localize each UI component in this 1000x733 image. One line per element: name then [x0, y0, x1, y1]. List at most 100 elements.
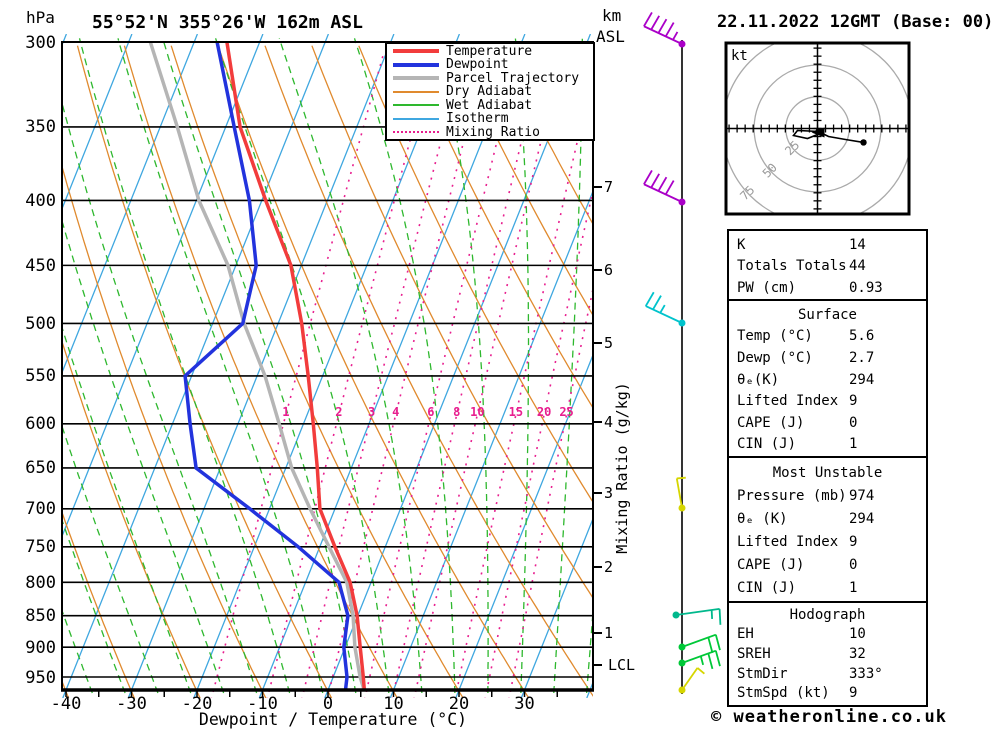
indices-row-label: CIN (J) — [737, 580, 797, 596]
indices-section: Surface Temp (°C) 5.6 Dewp (°C) 2.7 θₑ(K) 294 L… — [727, 299, 928, 460]
indices-row-value: 333° — [849, 665, 883, 682]
indices-row-label: θₑ (K) — [737, 511, 788, 527]
indices-section: K 14 Totals Totals 44 PW (cm) 0.93 — [727, 229, 928, 303]
indices-row: θₑ(K) 294 — [729, 372, 926, 388]
x-axis-title: Dewpoint / Temperature (°C) — [198, 710, 468, 729]
indices-row-label: Dewp (°C) — [737, 349, 813, 366]
legend-line-sample — [393, 117, 439, 120]
legend-line-sample — [393, 62, 439, 67]
dewpoint-curve — [183, 41, 350, 692]
indices-row: Dewp (°C) 2.7 — [729, 350, 926, 366]
indices-row: CIN (J) 1 — [729, 436, 926, 452]
storm-motion-arrow — [811, 127, 825, 138]
indices-row-value: 44 — [849, 258, 866, 274]
parcel-trajectory-curve — [148, 41, 367, 692]
legend-label: Isotherm — [446, 111, 509, 126]
hodograph-unit: kt — [731, 48, 748, 64]
indices-row-value: 9 — [849, 393, 858, 410]
legend-label: Dewpoint — [446, 57, 509, 72]
indices-row: CIN (J) 1 — [729, 580, 926, 596]
mixing-ratio-value-label: 1 — [282, 405, 290, 419]
copyright: © weatheronline.co.uk — [711, 707, 947, 727]
indices-row: K 14 — [729, 237, 926, 253]
wind-barb — [672, 607, 722, 625]
wind-barb — [643, 169, 686, 206]
indices-row-label: CIN (J) — [737, 436, 797, 453]
indices-row: Pressure (mb) 974 — [729, 488, 926, 504]
wind-barb — [678, 633, 721, 654]
indices-row: StmSpd (kt) 9 — [729, 685, 926, 701]
legend-item: Mixing Ratio — [387, 126, 593, 139]
km-tick-label: 2 — [604, 558, 614, 576]
wind-barb — [643, 11, 686, 48]
pressure-tick-label: 900 — [25, 637, 56, 658]
temp-tick-label: 10 — [383, 694, 404, 714]
indices-row: Lifted Index 9 — [729, 393, 926, 409]
indices-row: StmDir 333° — [729, 666, 926, 682]
legend-item: Dry Adiabat — [387, 85, 593, 98]
indices-row-label: θₑ(K) — [737, 371, 780, 388]
indices-row-label: Lifted Index — [737, 393, 839, 410]
pressure-tick-label: 300 — [25, 32, 56, 53]
legend-item: Wet Adiabat — [387, 99, 593, 112]
pressure-tick-label: 550 — [25, 366, 56, 387]
mixing-ratio-value-label: 25 — [559, 405, 574, 419]
pressure-tick-label: 800 — [25, 572, 56, 593]
km-tick-label: 5 — [604, 334, 614, 352]
legend-item: Dewpoint — [387, 58, 593, 71]
datetime-title: 22.11.2022 12GMT (Base: 00) — [717, 12, 994, 32]
indices-row-value: 1 — [849, 580, 858, 596]
legend-item: Parcel Trajectory — [387, 72, 593, 85]
indices-row-label: PW (cm) — [737, 279, 797, 296]
wind-barb — [678, 649, 721, 670]
indices-row: Temp (°C) 5.6 — [729, 328, 926, 344]
indices-row-label: StmSpd (kt) — [737, 685, 830, 702]
indices-row: PW (cm) 0.93 — [729, 280, 926, 296]
legend: Temperature Dewpoint Parcel Trajectory Dry … — [385, 42, 595, 141]
indices-section: Most Unstable Pressure (mb) 974 θₑ (K) 294 Li… — [727, 456, 928, 605]
indices-row: θₑ (K) 294 — [729, 511, 926, 527]
legend-line-sample — [393, 90, 439, 93]
mixing-ratio-axis-title: Mixing Ratio (g/kg) — [613, 382, 631, 554]
indices-section: Hodograph EH 10 SREH 32 StmDir 333° StmSpd (kt)… — [727, 601, 928, 707]
temp-tick-label: 0 — [322, 694, 334, 714]
indices-row-label: CAPE (J) — [737, 414, 805, 431]
indices-row-label: Totals Totals — [737, 258, 847, 274]
temperature-curve — [225, 41, 367, 691]
legend-label: Mixing Ratio — [446, 124, 540, 140]
legend-label: Dry Adiabat — [446, 84, 533, 99]
pressure-tick-label: 700 — [25, 499, 56, 520]
indices-row-label: StmDir — [737, 665, 788, 682]
temp-tick-label: -20 — [181, 694, 213, 714]
indices-row-value: 294 — [849, 511, 875, 527]
indices-section-header: Most Unstable — [772, 465, 883, 481]
indices-row-value: 10 — [849, 626, 866, 643]
mixing-ratio-value-label: 20 — [536, 405, 552, 419]
legend-line-sample — [393, 49, 439, 53]
mixing-ratio-value-label: 6 — [427, 405, 435, 419]
indices-row-label: Pressure (mb) — [737, 488, 847, 504]
legend-line-sample — [393, 76, 439, 80]
indices-row-label: Lifted Index — [737, 534, 839, 550]
indices-row-value: 0 — [849, 557, 858, 573]
page-title: 55°52'N 355°26'W 162m ASL — [92, 12, 363, 33]
km-tick-label: 4 — [604, 413, 614, 431]
temp-tick-label: 30 — [514, 694, 535, 714]
pressure-tick-label: 750 — [25, 537, 56, 558]
wind-barb — [675, 476, 686, 512]
legend-label: Parcel Trajectory — [446, 70, 580, 86]
km-axis-unit2: ASL — [596, 27, 625, 46]
pressure-tick-label: 450 — [25, 255, 56, 276]
indices-row-value: 5.6 — [849, 328, 875, 345]
indices-row-value: 0.93 — [849, 279, 883, 296]
pressure-axis-unit: hPa — [26, 8, 55, 27]
indices-row-value: 974 — [849, 488, 875, 504]
lcl-label: LCL — [608, 656, 636, 674]
mixing-ratio-value-label: 4 — [392, 405, 400, 419]
pressure-tick-label: 350 — [25, 117, 56, 138]
indices-row-value: 0 — [849, 414, 858, 431]
indices-row-label: Temp (°C) — [737, 328, 813, 345]
indices-row-value: 2.7 — [849, 349, 875, 366]
